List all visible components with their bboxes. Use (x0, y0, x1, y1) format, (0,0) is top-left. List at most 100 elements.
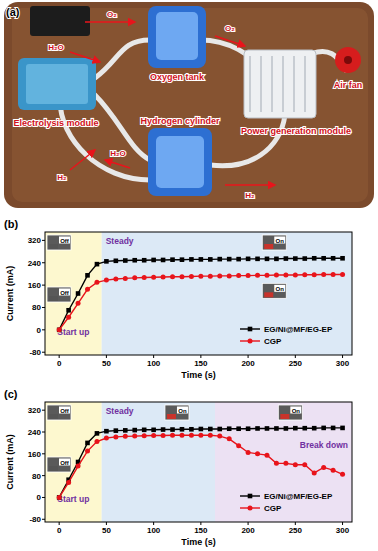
series-marker (57, 328, 62, 333)
series-marker (57, 327, 62, 332)
region (45, 232, 102, 355)
series-marker (189, 427, 194, 432)
series-marker (217, 434, 222, 439)
series-marker (302, 256, 307, 261)
x-tick (153, 355, 154, 358)
inset-frame (47, 287, 71, 302)
x-tick (200, 355, 201, 358)
board (4, 2, 374, 208)
series-marker (114, 258, 119, 263)
x-tick (295, 522, 296, 525)
series-marker (274, 461, 279, 466)
x-tick (200, 522, 201, 525)
series-marker (180, 257, 185, 262)
legend-label: CGP (264, 504, 282, 513)
series-marker (179, 433, 184, 438)
hydrogen-cylinder-inner (156, 136, 204, 188)
y-tick (42, 497, 45, 498)
x-tick (106, 355, 107, 358)
component-label: Air fan (334, 80, 363, 90)
x-tick-label: 150 (194, 359, 208, 368)
y-tick (42, 240, 45, 241)
series-marker (227, 273, 232, 278)
series-marker (246, 426, 251, 431)
series-marker (151, 275, 156, 280)
component-label: Electrolysis module (13, 118, 98, 128)
series-marker (208, 257, 213, 262)
series-marker (66, 480, 71, 485)
series-line (59, 274, 342, 329)
x-tick (59, 355, 60, 358)
series-marker (123, 428, 128, 433)
inset-label: On (276, 238, 285, 244)
electrolysis-module (18, 58, 96, 110)
series-marker (85, 273, 90, 278)
inset-fan (167, 414, 176, 419)
series-marker (179, 274, 184, 279)
series-marker (312, 426, 317, 431)
tube (95, 95, 150, 160)
x-tick-label: 200 (241, 359, 255, 368)
inset-photo: Off (47, 287, 71, 302)
y-tick (42, 453, 45, 454)
series-marker (76, 291, 81, 296)
y-tick-label: 160 (28, 450, 42, 459)
y-tick (42, 432, 45, 433)
series-marker (255, 426, 260, 431)
x-tick (342, 522, 343, 525)
series-marker (142, 275, 147, 280)
series-marker (340, 472, 345, 477)
flow-arrow (85, 21, 135, 23)
inset-tag (59, 407, 70, 414)
flow-arrow (70, 150, 95, 170)
series-marker (217, 257, 222, 262)
region-label: Steady (106, 236, 134, 246)
inset-tag (274, 237, 285, 244)
inset-photo: Off (47, 457, 71, 472)
power-module-plate (249, 56, 251, 112)
panel-a: Oxygen tankElectrolysis moduleAir fanPow… (4, 2, 374, 208)
plot-frame (45, 402, 352, 522)
figure: Oxygen tankElectrolysis moduleAir fanPow… (0, 0, 378, 551)
x-tick-label: 100 (147, 526, 161, 535)
series-marker (180, 427, 185, 432)
series-marker (284, 256, 289, 261)
regions (45, 402, 352, 522)
series-marker (198, 433, 203, 438)
series-marker (302, 426, 307, 431)
y-tick-label: 160 (28, 281, 42, 290)
series-marker (321, 272, 326, 277)
series-marker (151, 428, 156, 433)
series-marker (170, 433, 175, 438)
series-marker (57, 495, 62, 500)
series-marker (132, 428, 137, 433)
inset-fan (49, 296, 58, 301)
inset-frame (47, 405, 71, 420)
component-label: Oxygen tank (150, 72, 205, 82)
inset-fan (264, 292, 273, 297)
chart: 050100150200250300-80080160240320Time (s… (4, 218, 352, 380)
inset-frame (262, 235, 286, 250)
series-marker (255, 451, 260, 456)
series-marker (265, 257, 270, 262)
y-tick (42, 262, 45, 263)
series-marker (255, 257, 260, 262)
x-tick (295, 355, 296, 358)
series-marker (132, 275, 137, 280)
power-module-plate (304, 56, 306, 112)
series-marker (302, 462, 307, 467)
series-marker (246, 257, 251, 262)
flow-label: O₂ (225, 24, 235, 33)
series-marker (321, 256, 326, 261)
component-label: Hydrogen cylinder (140, 116, 220, 126)
series-marker (246, 450, 251, 455)
series-marker (340, 272, 345, 277)
y-tick (42, 519, 45, 520)
inset-label: On (292, 408, 301, 414)
series-marker (331, 426, 336, 431)
series-marker (161, 433, 166, 438)
inset-tag (290, 407, 301, 414)
power-module-plate (271, 56, 273, 112)
series-marker (199, 257, 204, 262)
series-marker (142, 428, 147, 433)
